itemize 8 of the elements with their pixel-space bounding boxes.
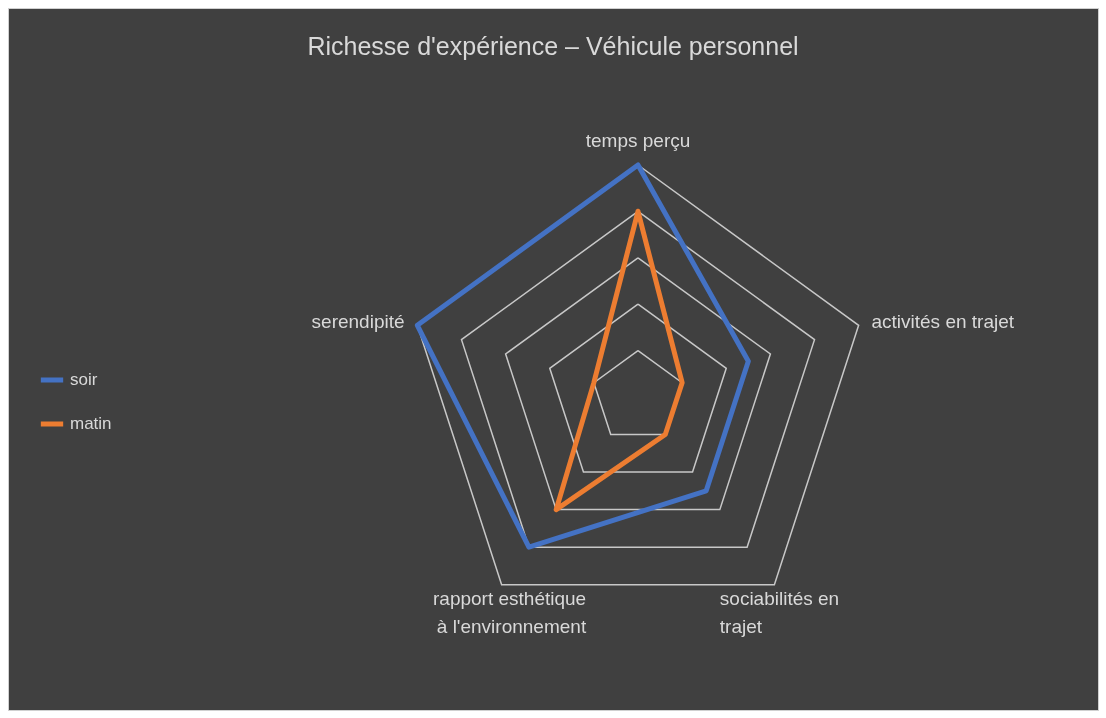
legend-label: soir [70, 370, 98, 389]
spoke-label: rapport esthétique à l'environnement [433, 587, 587, 637]
spoke-label: serendipité [311, 311, 405, 333]
spoke-label: sociabilités en trajet [719, 587, 840, 637]
legend-label: matin [70, 414, 112, 433]
spoke-label: activités en trajet [871, 311, 1015, 333]
chart-title: Richesse d'expérience – Véhicule personnel [307, 32, 799, 60]
spoke-label: temps perçu [585, 130, 691, 152]
